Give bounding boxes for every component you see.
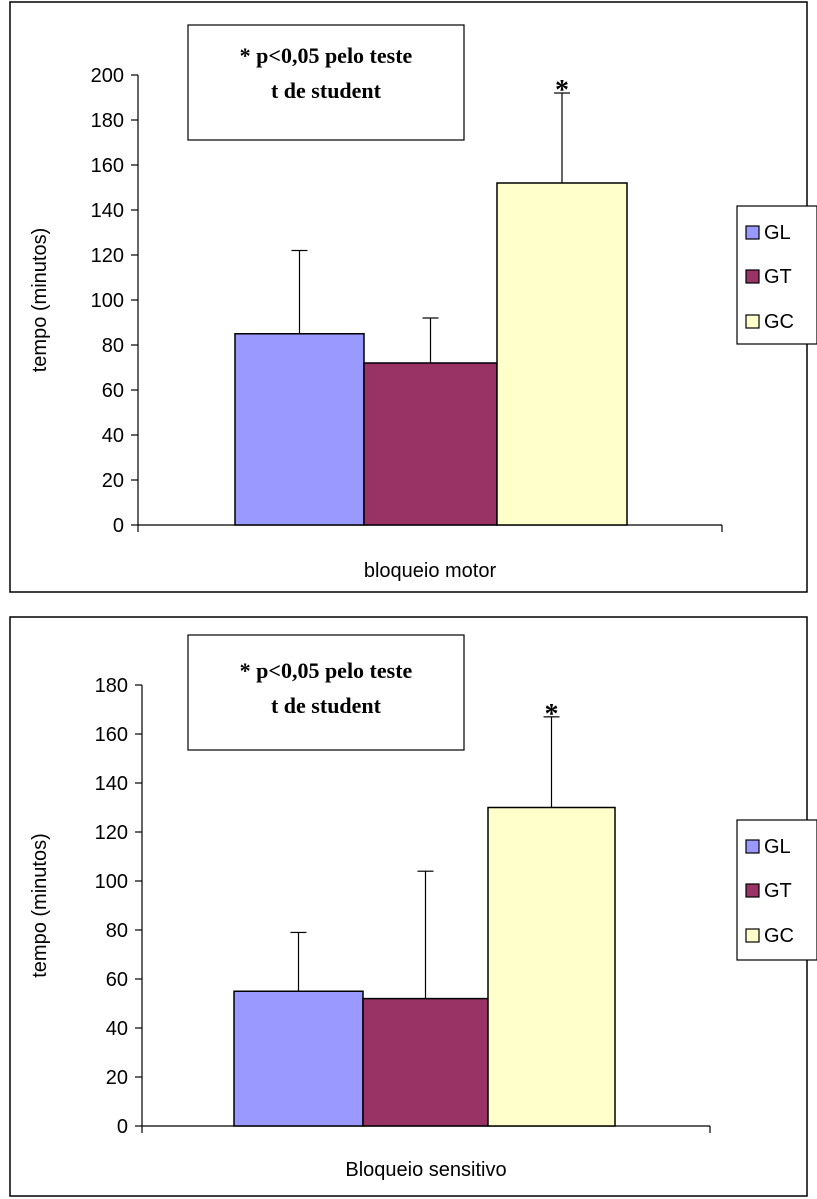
legend-label-gt: GT (764, 880, 792, 902)
bar-gc (487, 806, 616, 1127)
bar-gl (234, 333, 365, 526)
y-tick-label: 80 (106, 920, 128, 942)
chart-2: 0 20 40 60 80 100 120 140 160 180 * * p<0,05 pelo t… (9, 616, 817, 1197)
y-tick-label: 140 (95, 773, 128, 795)
y-tick-label: 100 (91, 290, 124, 312)
x-axis-label: bloqueio motor (364, 560, 497, 582)
y-tick-label: 60 (106, 969, 128, 991)
significance-note-line2: t de student (271, 78, 382, 103)
bar-gt (363, 362, 498, 526)
y-tick-label: 120 (91, 245, 124, 267)
legend-label-gl: GL (764, 836, 791, 858)
legend-label-gt: GT (764, 266, 792, 288)
y-tick-label: 140 (91, 200, 124, 222)
significance-note-box (187, 634, 465, 751)
y-tick-label: 180 (95, 675, 128, 697)
y-tick-label: 0 (113, 515, 124, 537)
y-tick-label: 200 (91, 65, 124, 87)
y-tick-label: 20 (106, 1067, 128, 1089)
legend-swatch-gt (745, 269, 760, 284)
y-tick-label: 40 (106, 1018, 128, 1040)
legend-swatch-gc (745, 928, 760, 943)
legend-label-gc: GC (764, 925, 794, 947)
y-tick-label: 0 (117, 1116, 128, 1138)
y-tick-label: 160 (91, 155, 124, 177)
x-axis-label: Bloqueio sensitivo (345, 1159, 506, 1181)
significance-note-line1: * p<0,05 pelo teste (240, 43, 413, 68)
legend-label-gc: GC (764, 311, 794, 333)
bar-gt (362, 997, 489, 1127)
y-tick-label: 80 (102, 335, 124, 357)
legend-swatch-gl (745, 225, 760, 240)
y-tick-label: 160 (95, 724, 128, 746)
y-tick-label: 60 (102, 380, 124, 402)
y-tick-label: 40 (102, 425, 124, 447)
bar-gl (233, 990, 364, 1127)
y-tick-label: 180 (91, 110, 124, 132)
y-tick-label: 20 (102, 470, 124, 492)
y-tick-label: 120 (95, 822, 128, 844)
y-axis-label: tempo (minutos) (29, 833, 51, 978)
significance-marker: * (555, 75, 569, 106)
significance-note-line1: * p<0,05 pelo teste (240, 658, 413, 683)
y-tick-label: 100 (95, 871, 128, 893)
y-axis-label: tempo (minutos) (29, 228, 51, 373)
significance-marker: * (545, 699, 559, 730)
legend-label-gl: GL (764, 222, 791, 244)
legend-swatch-gc (745, 314, 760, 329)
chart-1: 0 20 40 60 80 100 120 140 160 180 200 * * p<0,05 pel… (9, 1, 817, 593)
legend-swatch-gl (745, 839, 760, 854)
bar-gc (496, 182, 628, 526)
legend-swatch-gt (745, 883, 760, 898)
significance-note-line2: t de student (271, 693, 382, 718)
significance-note-box (187, 24, 465, 141)
